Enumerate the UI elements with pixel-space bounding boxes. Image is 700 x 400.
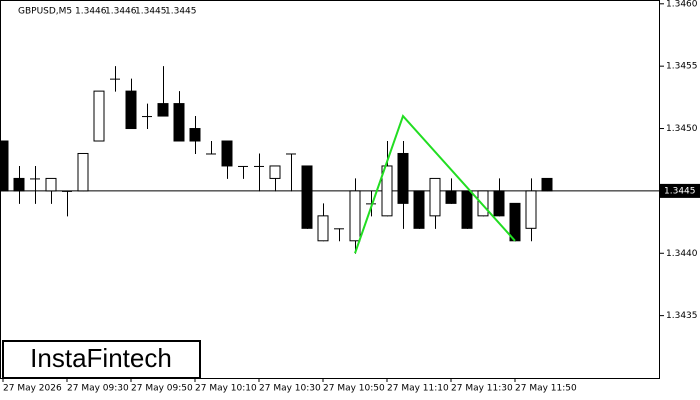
candle-body: [142, 116, 152, 118]
symbol: GBPUSD,M5: [18, 7, 72, 17]
candle-body: [125, 90, 137, 130]
y-tick-label: 1.3435: [666, 311, 698, 321]
candle-body: [301, 165, 313, 229]
candle-body: [110, 78, 120, 80]
candle-body: [541, 177, 553, 192]
candle-body: [349, 190, 361, 242]
candle-body: [13, 177, 25, 192]
candle-body: [525, 190, 537, 229]
x-tick-label: 27 May 09:50: [131, 384, 193, 394]
candle-body: [366, 203, 376, 205]
candle-body: [93, 90, 105, 142]
candle-body: [286, 153, 296, 155]
candle-body: [62, 190, 72, 192]
x-tick-label: 27 May 10:30: [259, 384, 321, 394]
candle-body: [429, 177, 441, 217]
candle-body: [413, 190, 425, 229]
candle-body: [461, 190, 473, 229]
y-tick-label: 1.3455: [666, 62, 698, 72]
candle-body: [445, 190, 457, 204]
candle-body: [221, 140, 233, 167]
candle-body: [206, 153, 216, 155]
price-label: 1.3445: [664, 186, 696, 196]
candle-body: [269, 165, 281, 179]
candle-body: [189, 128, 201, 142]
candle-body: [254, 165, 264, 167]
header-value: 1.3445: [135, 7, 167, 17]
candle-body: [317, 215, 329, 242]
x-tick-label: 27 May 10:50: [323, 384, 385, 394]
candle-body: [509, 202, 521, 242]
price-label-box: [660, 183, 700, 198]
x-tick-label: 27 May 09:30: [67, 384, 129, 394]
logo: InstaFintech: [30, 343, 172, 373]
x-tick-label: 27 May 11:50: [515, 384, 577, 394]
candle-body: [0, 140, 9, 192]
y-tick-label: 1.3460: [666, 0, 698, 9]
candle-body: [45, 177, 57, 192]
plot-frame: [0, 0, 660, 379]
x-tick-label: 27 May 2026: [3, 384, 62, 394]
candle-body: [381, 165, 393, 217]
candle-body: [493, 190, 505, 217]
x-tick-label: 27 May 10:10: [195, 384, 257, 394]
candle-body: [30, 178, 40, 180]
candle-body: [238, 165, 248, 167]
x-tick-label: 27 May 11:10: [387, 384, 449, 394]
y-tick-label: 1.3450: [666, 124, 698, 134]
logo-box: [2, 340, 201, 379]
candle-body: [173, 103, 185, 142]
candle-body: [334, 228, 344, 230]
y-tick-label: 1.3440: [666, 249, 698, 259]
candle-body: [477, 190, 489, 217]
candle-body: [77, 152, 89, 192]
pattern-line: [354, 114, 516, 254]
header-value: 1.3445: [165, 7, 197, 17]
x-tick-label: 27 May 11:30: [451, 384, 513, 394]
candle-body: [157, 103, 169, 117]
header-value: 1.3446: [75, 7, 107, 17]
header-value: 1.3446: [105, 7, 137, 17]
candle-body: [397, 152, 409, 204]
